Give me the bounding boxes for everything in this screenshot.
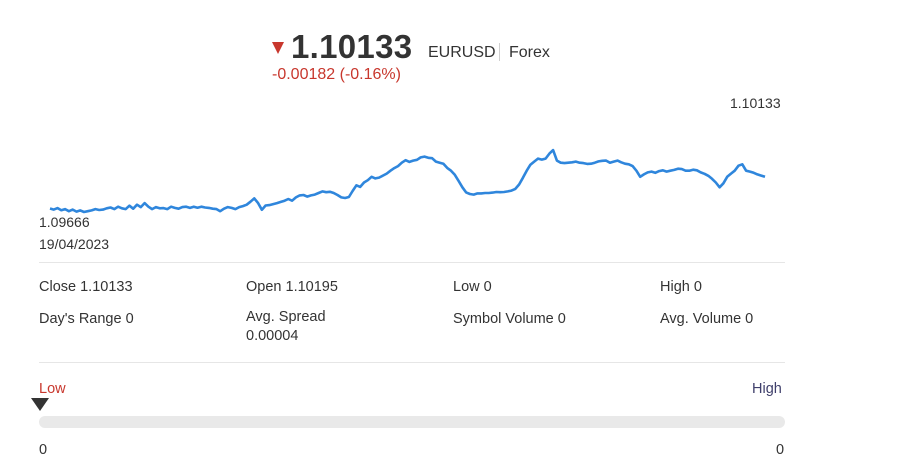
stat-avg-spread: Avg. Spread 0.00004 (246, 308, 326, 346)
divider-bottom (39, 362, 785, 363)
stat-days-range: Day's Range 0 (39, 311, 134, 327)
down-arrow-icon (272, 42, 284, 54)
range-track (39, 416, 785, 428)
symbol-name: EURUSD (428, 44, 496, 61)
stat-symbol-volume: Symbol Volume 0 (453, 311, 566, 327)
price-chart (49, 148, 766, 214)
stat-open: Open 1.10195 (246, 279, 338, 295)
price-series-line (49, 148, 766, 214)
range-marker-icon (31, 398, 49, 411)
range-max-value: 0 (776, 442, 785, 458)
stat-avg-spread-value: 0.00004 (246, 328, 299, 344)
stat-avg-spread-label: Avg. Spread (246, 309, 326, 325)
chart-min-label: 1.09666 (39, 214, 90, 230)
header-divider (499, 43, 500, 61)
stat-high: High 0 (660, 279, 702, 295)
stat-close: Close 1.10133 (39, 279, 133, 295)
chart-max-label: 1.10133 (730, 95, 781, 111)
price-change: -0.00182 (-0.16%) (272, 66, 401, 83)
chart-start-date: 19/04/2023 (39, 236, 110, 252)
stat-avg-volume: Avg. Volume 0 (660, 311, 754, 327)
current-price: 1.10133 (291, 28, 413, 65)
divider-top (39, 262, 785, 263)
price-line-group (49, 148, 766, 214)
range-min-value: 0 (39, 442, 48, 458)
market-type: Forex (509, 44, 550, 61)
range-high-label: High (752, 381, 782, 397)
range-low-label: Low (39, 381, 66, 397)
stat-low: Low 0 (453, 279, 492, 295)
